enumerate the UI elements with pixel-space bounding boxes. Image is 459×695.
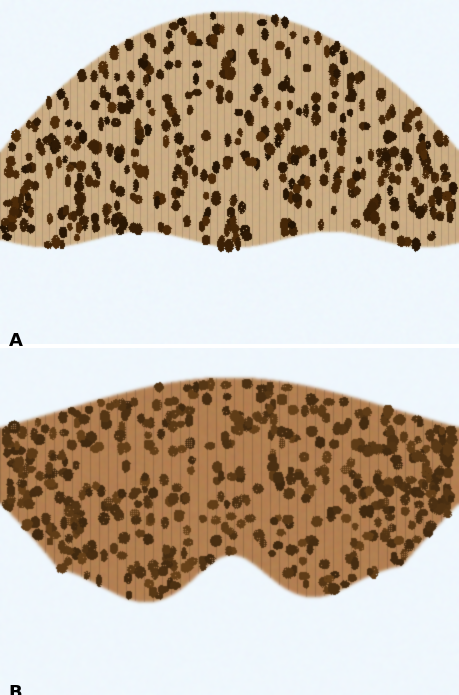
Text: A: A [9,332,22,350]
Text: B: B [9,683,22,695]
